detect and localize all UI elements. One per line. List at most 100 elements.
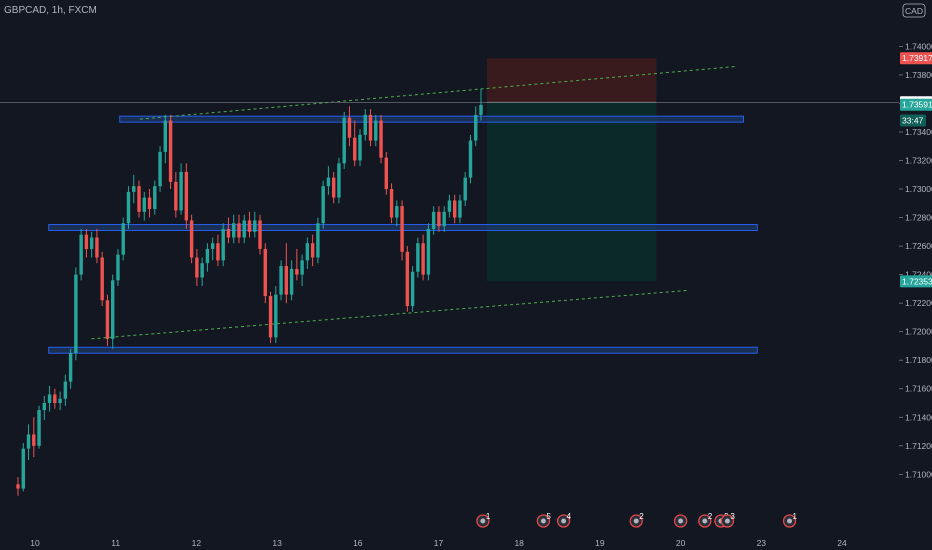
candle xyxy=(189,214,194,264)
y-tick-label: 1.71800 xyxy=(905,355,932,365)
candle-body xyxy=(400,206,404,252)
candle-body xyxy=(289,268,294,295)
candle-body xyxy=(58,398,62,403)
event-badge[interactable]: 4 xyxy=(556,512,572,528)
candle xyxy=(405,246,410,312)
candle-body xyxy=(26,434,31,449)
candle xyxy=(68,348,73,389)
price-label-stop-text: 1.73917 xyxy=(902,53,932,63)
candle-body xyxy=(316,223,320,258)
candle-body xyxy=(374,120,378,141)
candle-body xyxy=(389,189,394,218)
candle xyxy=(126,186,131,229)
zone-3[interactable] xyxy=(48,346,758,354)
currency-badge-box[interactable] xyxy=(902,3,926,18)
candle-body xyxy=(110,280,115,339)
x-tick-label: 10 xyxy=(30,538,40,548)
candle xyxy=(89,231,94,258)
currency-label: CAD xyxy=(905,6,923,16)
candle-body xyxy=(247,220,252,232)
candle-body xyxy=(258,220,262,249)
candle xyxy=(232,214,236,244)
candle-body xyxy=(410,271,415,306)
candle xyxy=(258,214,262,255)
candle xyxy=(58,391,62,411)
candle-body xyxy=(342,117,346,164)
event-badge[interactable]: 2 xyxy=(698,512,713,528)
candle-body xyxy=(37,410,41,446)
event-badge-dot xyxy=(787,518,793,524)
candle-body xyxy=(126,191,131,224)
candle xyxy=(226,217,231,244)
candle xyxy=(247,211,252,238)
candle xyxy=(132,174,136,204)
event-badge[interactable]: 3 xyxy=(720,512,735,528)
price-label-timer xyxy=(900,114,926,127)
event-badge[interactable]: 1 xyxy=(782,512,798,528)
price-axis[interactable]: 1.740001.738001.736001.734001.732001.730… xyxy=(899,41,932,479)
candle xyxy=(74,267,78,361)
take-profit-area[interactable] xyxy=(486,102,657,282)
candle xyxy=(200,257,204,287)
candle xyxy=(195,248,199,287)
event-badge[interactable]: 2 xyxy=(629,512,644,528)
candle xyxy=(326,166,331,195)
candle xyxy=(284,243,289,304)
candle xyxy=(95,228,99,264)
candle-body xyxy=(331,177,336,198)
candle xyxy=(416,237,420,278)
price-label-target xyxy=(900,275,932,288)
candle xyxy=(353,120,357,167)
candle xyxy=(295,248,299,281)
candle-body xyxy=(468,140,473,178)
x-tick-label: 17 xyxy=(434,538,444,548)
candle-body xyxy=(226,228,231,238)
event-badge[interactable]: 5 xyxy=(536,512,551,528)
candle xyxy=(337,157,341,204)
event-badge-dot xyxy=(724,518,730,524)
candle-body xyxy=(63,381,68,399)
candle xyxy=(263,243,267,304)
candle-body xyxy=(452,200,457,218)
candle xyxy=(379,114,383,164)
candle-body xyxy=(184,171,189,221)
candle-body xyxy=(68,353,73,382)
candle-body xyxy=(121,223,125,255)
candle xyxy=(142,191,146,221)
candle xyxy=(289,260,294,301)
candle xyxy=(221,223,225,267)
candle-body xyxy=(358,134,362,161)
event-badges[interactable]: 15422231 xyxy=(476,512,798,528)
candle xyxy=(400,200,404,261)
candle-body xyxy=(458,200,462,218)
trendline-1[interactable] xyxy=(139,65,738,120)
y-tick-label: 1.71200 xyxy=(905,441,932,451)
candle-body xyxy=(100,257,104,301)
time-axis[interactable]: 10 11 12 13 16 17 18 19 20 23 24 xyxy=(30,538,847,548)
candle-body xyxy=(179,171,183,211)
position-tool[interactable] xyxy=(486,58,657,282)
candle-body xyxy=(21,448,25,489)
candle-body xyxy=(395,206,399,218)
price-label-last-text: 1.73591 xyxy=(902,100,932,110)
candle-body xyxy=(147,197,152,209)
zone-1[interactable] xyxy=(119,115,744,123)
candle xyxy=(431,206,436,235)
currency-badge[interactable]: CAD xyxy=(902,3,926,18)
candle xyxy=(363,109,367,141)
event-badge[interactable]: 1 xyxy=(476,512,491,528)
event-badge-count: 2 xyxy=(708,512,713,521)
candle xyxy=(32,417,36,458)
candle-body xyxy=(132,186,136,192)
candle xyxy=(121,217,125,261)
candle-body xyxy=(479,104,483,115)
trendlines[interactable] xyxy=(91,65,738,340)
candle xyxy=(310,234,315,267)
candle-body xyxy=(421,243,425,275)
candle xyxy=(105,294,110,346)
stop-loss-area[interactable] xyxy=(486,58,657,103)
candle-body xyxy=(232,223,236,238)
trendline-2[interactable] xyxy=(91,289,689,340)
event-badge[interactable] xyxy=(673,514,688,528)
